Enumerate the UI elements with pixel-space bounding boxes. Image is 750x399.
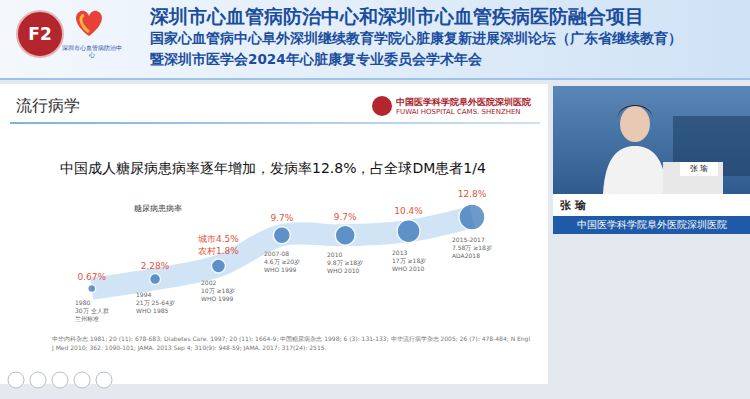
svg-text:9.7%: 9.7% [270,213,293,223]
svg-text:2015-20177.58万 ≥18岁ADA2018: 2015-20177.58万 ≥18岁ADA2018 [452,236,492,259]
svg-text:201317万 ≥18岁WHO 2010: 201317万 ≥18岁WHO 2010 [392,249,426,272]
svg-text:城市4.5%农村1.8%: 城市4.5%农村1.8% [197,234,239,256]
svg-text:9.7%: 9.7% [334,212,357,222]
html-text:中国成人糖尿病患病率逐年增加，发病率12.8%，占全球DM患: 中国成人糖尿病患病率逐年增加，发病率12.8%，占全球DM患者1/4 [60,160,486,176]
svg-text:2007-084.6万 ≥20岁WHO 1999: 2007-084.6万 ≥20岁WHO 1999 [264,250,300,273]
html-text:流行病学: 流行病学 [16,96,80,115]
html-text:国家心血管病中心阜外深圳继续教育学院心脏康复新进展深圳论坛（: 国家心血管病中心阜外深圳继续教育学院心脏康复新进展深圳论坛（广东省继续教育） [150,30,682,46]
html-text:中国医学科学院阜外医院深圳医院: 中国医学科学院阜外医院深圳医院 [576,219,727,230]
html-text:F2: F2 [28,24,52,44]
svg-text:2.28%: 2.28% [141,261,170,271]
html-text:张 瑜: 张 瑜 [689,164,709,173]
html-text:FUWAI HOSPITAL CAMS. SHENZHEN: FUWAI HOSPITAL CAMS. SHENZHEN [396,108,521,116]
svg-text:12.8%: 12.8% [458,189,487,199]
html-text:张 瑜: 张 瑜 [560,199,586,212]
svg-text:10.4%: 10.4% [394,206,423,216]
svg-text:200210万 ≥18岁WHO 1999: 200210万 ≥18岁WHO 1999 [201,279,235,302]
html-text:中国医学科学院阜外医院深圳医院: 中国医学科学院阜外医院深圳医院 [396,97,531,107]
svg-text:糖尿病患病率: 糖尿病患病率 [134,204,182,213]
html-text:暨深圳市医学会2024年心脏康复专业委员会学术年会: 暨深圳市医学会2024年心脏康复专业委员会学术年会 [150,51,482,67]
html-text:深圳市心血管病防治中心: 深圳市心血管病防治中心 [62,44,122,58]
html-text:中华内科杂志 1981; 20 (11): 678-683;: 中华内科杂志 1981; 20 (11): 678-683; Diabetes … [52,335,531,351]
svg-text:198030万 全人群兰州标准: 198030万 全人群兰州标准 [75,299,109,322]
svg-text:199421万 25-64岁WHO 1985: 199421万 25-64岁WHO 1985 [136,291,175,314]
svg-text:20109.8万 ≥18岁WHO 2010: 20109.8万 ≥18岁WHO 2010 [327,251,363,274]
html-text:深圳市心血管病防治中心和深圳市心血管疾病医防融合项目: 深圳市心血管病防治中心和深圳市心血管疾病医防融合项目 [150,5,644,27]
svg-text:0.67%: 0.67% [77,272,106,282]
